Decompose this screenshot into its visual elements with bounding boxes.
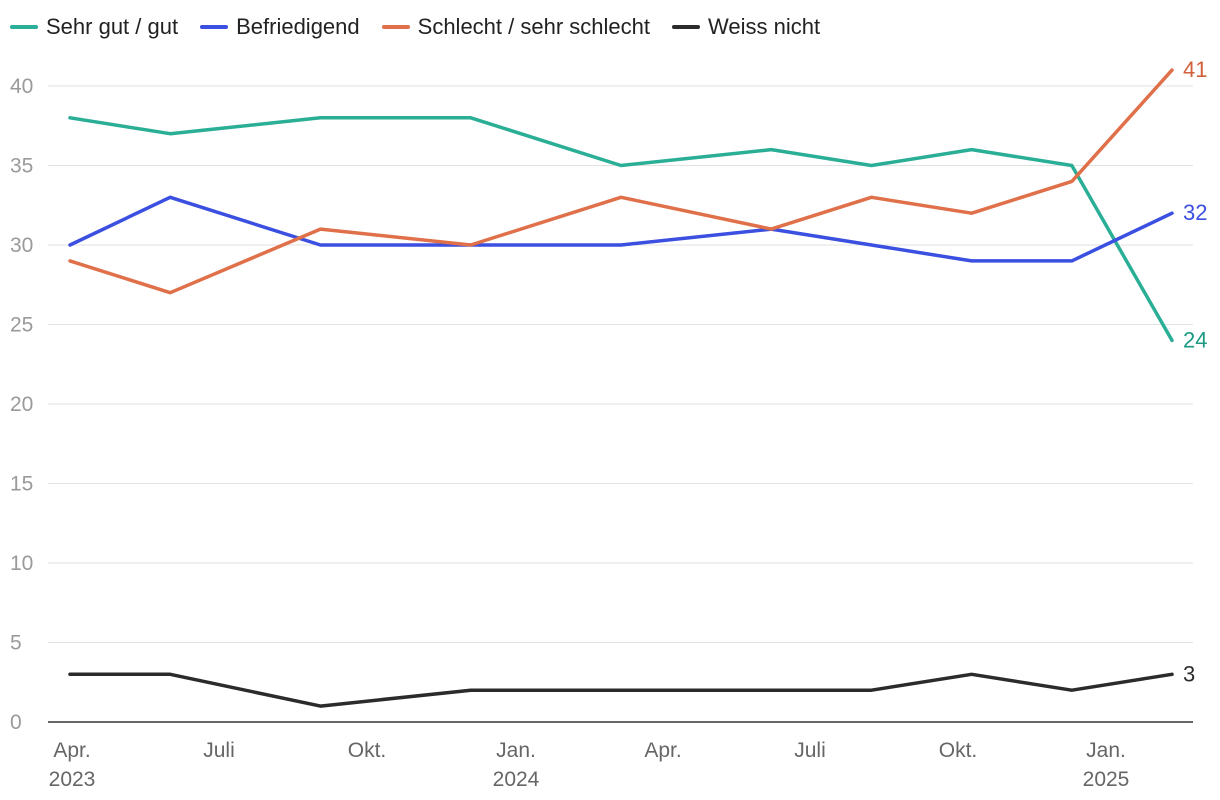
x-tick-label: Okt. [348, 739, 387, 762]
series-line-sehr-gut-gut [68, 116, 1174, 343]
legend-label: Schlecht / sehr schlecht [417, 14, 650, 39]
y-tick-label: 15 [10, 473, 33, 496]
legend-swatch-befriedigend [200, 25, 229, 29]
x-tick-label: Juli [203, 739, 235, 762]
x-tick-year-label: 2025 [1083, 768, 1130, 791]
series-end-label: 3 [1183, 661, 1195, 686]
x-tick-label: Okt. [939, 739, 978, 762]
y-tick-label: 20 [10, 393, 33, 416]
y-tick-label: 35 [10, 155, 33, 178]
legend-item-sehr-gut-gut[interactable]: Sehr gut / gut [10, 14, 178, 40]
legend-label: Sehr gut / gut [46, 14, 179, 39]
legend-label: Weiss nicht [707, 14, 821, 39]
x-tick-year-label: 2023 [49, 768, 96, 791]
series-line-weiss-nicht [68, 672, 1174, 708]
series-line-schlecht-sehr-schlecht [68, 68, 1174, 295]
legend-swatch-schlecht [381, 25, 410, 29]
y-tick-label: 5 [10, 632, 22, 655]
legend-label: Befriedigend [236, 14, 360, 39]
x-tick-label: Apr. [644, 739, 681, 762]
legend-item-befriedigend[interactable]: Befriedigend [200, 14, 360, 40]
series-end-label: 32 [1183, 200, 1207, 225]
series-end-label: 41 [1183, 57, 1207, 82]
chart-legend: Sehr gut / gut Befriedigend Schlecht / s… [10, 14, 820, 40]
legend-swatch-sehr-gut-gut [10, 25, 38, 29]
x-tick-label: Juli [794, 739, 826, 762]
x-tick-label: Apr. [53, 739, 90, 762]
series-end-label: 24 [1183, 327, 1207, 352]
y-tick-label: 40 [10, 75, 33, 98]
y-tick-label: 30 [10, 234, 33, 257]
y-tick-label: 0 [10, 711, 22, 734]
x-tick-year-label: 2024 [493, 768, 540, 791]
y-tick-label: 10 [10, 552, 33, 575]
legend-item-weiss-nicht[interactable]: Weiss nicht [671, 14, 821, 40]
x-tick-label: Jan. [496, 739, 536, 762]
y-tick-label: 25 [10, 314, 33, 337]
series-line-befriedigend [68, 195, 1174, 263]
legend-item-schlecht[interactable]: Schlecht / sehr schlecht [381, 14, 650, 40]
x-tick-label: Jan. [1086, 739, 1126, 762]
legend-swatch-weiss-nicht [671, 25, 700, 29]
